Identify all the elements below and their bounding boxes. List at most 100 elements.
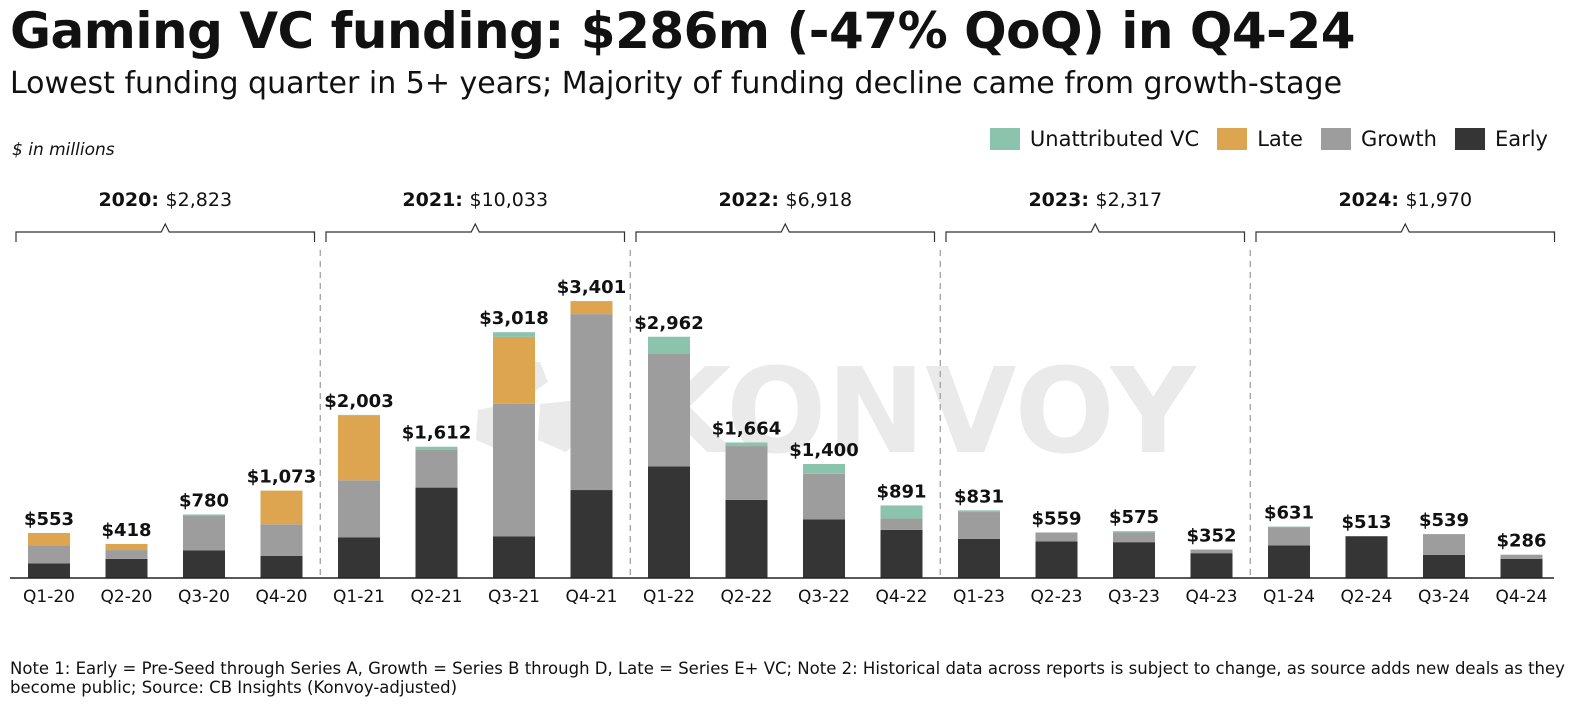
bar-q1-20-late xyxy=(28,532,70,546)
footnote: Note 1: Early = Pre-Seed through Series … xyxy=(10,659,1565,697)
bar-q3-22-unattributed-vc xyxy=(803,463,845,474)
year-total-1: $10,033 xyxy=(470,189,549,211)
bar-q2-21-growth xyxy=(415,449,458,488)
value-labels-layer: $553 $418 $780 $1,073 $2,003 $1,612 $3,018 $3,4… xyxy=(24,277,1547,552)
year-total-4: $1,970 xyxy=(1406,189,1472,211)
bar-q2-23-early xyxy=(1035,541,1078,578)
bar-q3-23-growth xyxy=(1113,532,1155,543)
value-label-q1-23: $831 xyxy=(954,486,1004,507)
bars-layer xyxy=(28,301,1543,578)
bar-q3-23-early xyxy=(1113,542,1155,578)
bar-q1-21-early xyxy=(338,537,380,578)
value-label-q4-23: $352 xyxy=(1186,525,1236,546)
bar-q2-21-early xyxy=(415,487,458,578)
bar-q2-23-growth xyxy=(1035,532,1078,542)
x-tick-q3-23: Q3-23 xyxy=(1108,587,1160,607)
legend-item-late: Late xyxy=(1217,127,1303,151)
value-label-q4-20: $1,073 xyxy=(247,467,316,488)
x-tick-q1-23: Q1-23 xyxy=(953,587,1005,607)
year-label-1: 2021: $10,033 xyxy=(402,189,548,211)
bar-q1-24-growth xyxy=(1268,527,1310,546)
chart-subtitle: Lowest funding quarter in 5+ years; Majo… xyxy=(10,66,1343,101)
value-label-q1-22: $2,962 xyxy=(634,313,703,334)
bar-q1-22-early xyxy=(648,466,690,578)
x-tick-q3-21: Q3-21 xyxy=(488,587,540,607)
bar-q1-21-late xyxy=(338,415,380,481)
year-braces xyxy=(15,222,1556,242)
x-tick-q2-22: Q2-22 xyxy=(721,587,773,607)
bar-q2-22-growth xyxy=(725,446,768,500)
legend-label-growth: Growth xyxy=(1360,127,1437,151)
value-label-q2-20: $418 xyxy=(101,520,151,541)
bar-q4-23-early xyxy=(1190,553,1233,578)
value-label-q3-22: $1,400 xyxy=(789,440,858,461)
year-brace-3 xyxy=(945,222,1246,242)
bar-q3-20-growth xyxy=(183,515,225,551)
legend-label-late: Late xyxy=(1257,127,1303,151)
bar-q1-22-growth xyxy=(648,353,690,467)
bar-q4-21-growth xyxy=(570,314,613,491)
x-tick-q1-21: Q1-21 xyxy=(333,587,385,607)
x-tick-q2-21: Q2-21 xyxy=(411,587,463,607)
year-total-3: $2,317 xyxy=(1096,189,1162,211)
bar-q2-21-unattributed-vc xyxy=(415,446,458,450)
x-tick-q2-20: Q2-20 xyxy=(101,587,153,607)
bar-q4-23-growth xyxy=(1190,549,1233,554)
bar-q4-21-late xyxy=(570,301,613,315)
bar-q3-21-unattributed-vc xyxy=(493,332,535,337)
bar-q4-20-late xyxy=(260,490,303,525)
value-label-q2-22: $1,664 xyxy=(712,418,781,439)
x-tick-q4-24: Q4-24 xyxy=(1496,587,1548,607)
bar-q1-23-growth xyxy=(958,512,1000,539)
watermark-text: KONVOY xyxy=(640,342,1198,480)
value-label-q3-20: $780 xyxy=(179,490,229,511)
legend-label-unattributed: Unattributed VC xyxy=(1029,127,1200,151)
legend-item-early: Early xyxy=(1454,127,1548,151)
bar-q3-20-early xyxy=(183,550,225,578)
x-tick-labels-layer: Q1-20 Q2-20 Q3-20 Q4-20 Q1-21 Q2-21 Q3-21 Q4-21… xyxy=(23,587,1547,607)
bar-q2-20-late xyxy=(105,543,148,551)
value-label-q3-21: $3,018 xyxy=(479,308,548,329)
year-total-0: $2,823 xyxy=(166,189,232,211)
chart-title: Gaming VC funding: $286m (-47% QoQ) in Q… xyxy=(10,2,1356,60)
x-tick-q4-20: Q4-20 xyxy=(256,587,308,607)
bar-q4-24-early xyxy=(1500,558,1543,578)
bar-q1-20-early xyxy=(28,563,70,578)
x-tick-q4-22: Q4-22 xyxy=(876,587,928,607)
bar-q2-20-early xyxy=(105,558,148,578)
year-brace-2 xyxy=(635,222,936,242)
bar-q4-22-growth xyxy=(880,518,923,530)
value-label-q4-22: $891 xyxy=(876,481,926,502)
bar-q1-24-unattributed-vc xyxy=(1268,526,1310,528)
bar-q3-24-early xyxy=(1423,554,1465,578)
x-tick-q3-20: Q3-20 xyxy=(178,587,230,607)
year-name-3: 2023: xyxy=(1028,189,1095,211)
year-label-0: 2020: $2,823 xyxy=(98,189,232,211)
value-label-q4-24: $286 xyxy=(1496,531,1546,552)
bar-q1-23-early xyxy=(958,538,1000,578)
bar-q3-22-growth xyxy=(803,473,845,520)
legend-label-early: Early xyxy=(1494,127,1548,151)
x-tick-q4-21: Q4-21 xyxy=(566,587,618,607)
bar-q2-22-unattributed-vc xyxy=(725,442,768,447)
value-label-q2-21: $1,612 xyxy=(402,423,471,444)
legend-item-unattributed: Unattributed VC xyxy=(989,127,1200,151)
x-tick-q3-22: Q3-22 xyxy=(798,587,850,607)
value-label-q2-24: $513 xyxy=(1341,512,1391,533)
legend-swatch-early xyxy=(1454,128,1485,150)
value-label-q1-20: $553 xyxy=(24,509,74,530)
year-label-2: 2022: $6,918 xyxy=(718,189,852,211)
bar-q4-22-unattributed-vc xyxy=(880,505,923,519)
bar-q2-20-growth xyxy=(105,550,148,559)
legend-swatch-growth xyxy=(1320,128,1351,150)
bar-q2-24-early xyxy=(1345,536,1388,578)
year-brace-0 xyxy=(15,222,316,242)
bar-q4-20-early xyxy=(260,556,303,578)
year-labels-layer: 2020: $2,823 2021: $10,033 2022: $6,918 202… xyxy=(98,189,1472,211)
value-label-q1-21: $2,003 xyxy=(324,391,393,412)
value-label-q3-23: $575 xyxy=(1109,507,1159,528)
bar-q1-21-growth xyxy=(338,480,380,538)
bar-q3-24-growth xyxy=(1423,534,1465,555)
value-label-q4-21: $3,401 xyxy=(557,277,626,298)
x-tick-q1-22: Q1-22 xyxy=(643,587,695,607)
